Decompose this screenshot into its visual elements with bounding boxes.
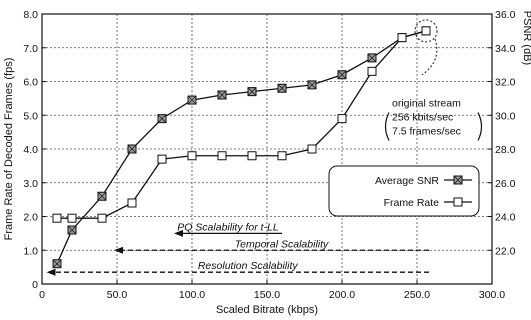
x-tick-label: 300.0	[479, 289, 505, 301]
snr-point-hatch	[217, 90, 227, 100]
y-left-tick-label: 1.0	[23, 245, 38, 257]
frame-rate-point	[277, 151, 287, 161]
snr-point-hatch	[367, 53, 377, 63]
snr-point-hatch	[307, 80, 317, 90]
y-left-tick-label: 4.0	[23, 144, 38, 156]
x-tick-label: 200.0	[329, 289, 355, 301]
scalability-arrows: PQ Scalability for t-LL Temporal Scalabil…	[46, 221, 429, 276]
snr-point-hatch	[157, 114, 167, 123]
legend-symbol-average-snr	[444, 175, 472, 185]
frame-rate-point	[187, 151, 197, 161]
arrow-head	[46, 268, 56, 276]
y-right-tick-label: 30.0	[495, 110, 516, 122]
scalability-arrow: Resolution Scalability	[46, 260, 429, 276]
original-stream-framerate: 7.5 frames/sec	[392, 126, 461, 138]
arrow-label: PQ Scalability for t-LL	[177, 221, 279, 233]
y-right-tick-label: 28.0	[495, 144, 516, 156]
frame-rate-point	[337, 114, 347, 124]
frame-rate-point	[127, 198, 137, 208]
original-stream-annotation: original stream 256 kbits/sec 7.5 frames…	[384, 19, 483, 141]
axis-ticks: 0 50.0 100.0 150.0 200.0 250.0 300.0 0 1.0 2.0 3.0…	[23, 9, 515, 301]
legend-symbol-frame-rate	[444, 197, 472, 207]
snr-point-hatch	[52, 259, 62, 268]
arrow-head	[114, 246, 123, 254]
y-left-tick-label: 8.0	[23, 9, 38, 21]
snr-point-hatch	[97, 192, 107, 201]
snr-point-hatch	[247, 87, 257, 96]
frame-rate-point	[247, 151, 257, 161]
snr-point-hatch	[277, 84, 287, 93]
legend-marker-open	[453, 197, 463, 207]
right-parenthesis	[477, 112, 483, 141]
left-parenthesis	[384, 112, 390, 141]
frame-rate-point	[52, 213, 62, 223]
original-stream-leader	[421, 38, 438, 76]
series-frame-rate	[52, 26, 431, 223]
x-tick-label: 250.0	[404, 289, 430, 301]
x-tick-label: 0	[39, 289, 45, 301]
snr-point-hatch	[127, 144, 137, 154]
y-axis-right-title: PSNR (dB)	[521, 11, 531, 65]
y-left-tick-label: 3.0	[23, 178, 38, 190]
y-right-tick-label: 32.0	[495, 77, 516, 89]
frame-rate-point	[67, 213, 77, 223]
legend: Average SNR Frame Rate	[328, 165, 480, 217]
original-stream-circle	[414, 19, 438, 43]
y-right-tick-label: 26.0	[495, 178, 516, 190]
legend-label-average-snr: Average SNR	[375, 175, 439, 187]
y-right-tick-label: 22.0	[495, 245, 516, 257]
y-left-tick-label: 0	[32, 279, 38, 291]
y-right-tick-label: 34.0	[495, 43, 516, 55]
y-left-tick-label: 6.0	[23, 77, 38, 89]
y-left-tick-label: 5.0	[23, 110, 38, 122]
arrow-head	[174, 229, 183, 237]
snr-point-hatch	[337, 70, 347, 79]
x-axis-title: Scaled Bitrate (kbps)	[216, 304, 318, 316]
x-tick-label: 100.0	[179, 289, 205, 301]
legend-box	[328, 165, 480, 217]
y-left-tick-label: 2.0	[23, 212, 38, 224]
frame-rate-point	[217, 151, 227, 161]
frame-rate-point	[307, 144, 317, 154]
frame-rate-point	[421, 26, 431, 36]
original-stream-label: original stream	[392, 98, 461, 110]
snr-point-hatch	[67, 225, 77, 235]
x-tick-label: 150.0	[254, 289, 280, 301]
legend-marker-filled-hatch	[453, 175, 463, 185]
original-stream-bitrate: 256 kbits/sec	[392, 112, 453, 124]
y-left-tick-label: 7.0	[23, 43, 38, 55]
y-axis-left-title: Frame Rate of Decoded Frames (fps)	[3, 58, 15, 241]
legend-label-frame-rate: Frame Rate	[384, 197, 440, 209]
frame-rate-point	[157, 154, 167, 164]
scalability-arrow: Temporal Scalability	[114, 238, 429, 254]
data-series	[52, 26, 431, 269]
scalability-arrow: PQ Scalability for t-LL	[174, 221, 282, 237]
arrow-label: Temporal Scalability	[235, 238, 329, 250]
y-right-tick-label: 24.0	[495, 212, 516, 224]
arrow-label: Resolution Scalability	[198, 260, 299, 272]
frame-rate-point	[367, 66, 377, 76]
frame-rate-point	[97, 213, 107, 223]
series-line	[57, 30, 427, 219]
series-line	[56, 30, 427, 265]
frame-rate-point	[397, 33, 407, 43]
y-right-tick-label: 36.0	[495, 9, 516, 21]
x-tick-label: 50.0	[107, 289, 128, 301]
snr-point-hatch	[187, 95, 197, 105]
